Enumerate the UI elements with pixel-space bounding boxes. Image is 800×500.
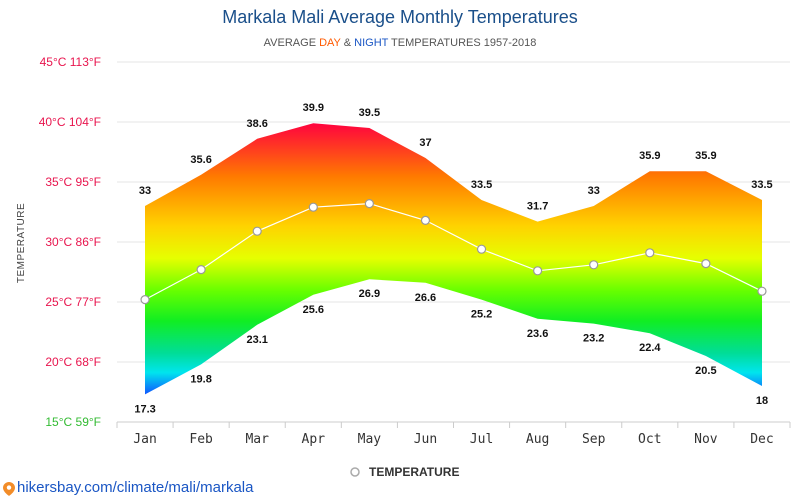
- x-tick-label: Apr: [302, 432, 326, 447]
- day-value-label: 31.7: [527, 201, 548, 213]
- legend[interactable]: TEMPERATURE: [350, 465, 459, 479]
- average-temperature-line: [144, 202, 763, 301]
- average-temperature-point: [645, 248, 655, 258]
- day-value-label: 33: [588, 185, 600, 197]
- y-tick-label: 25°C 77°F: [45, 295, 101, 309]
- average-temperature-point: [757, 286, 767, 296]
- average-temperature-point: [364, 199, 374, 209]
- subtitle-night: NIGHT: [354, 37, 389, 49]
- subtitle-suffix: TEMPERATURES 1957-2018: [388, 37, 536, 49]
- day-value-label: 37: [419, 137, 431, 149]
- x-axis: Jan Feb Mar Apr May Jun Jul Aug Sep Oct Nov Dec: [116, 422, 791, 447]
- y-axis-label: TEMPERATURE: [16, 203, 27, 283]
- x-tick-label: Aug: [526, 432, 549, 447]
- source-link[interactable]: hikersbay.com/climate/mali/markala: [17, 479, 254, 496]
- average-temperature-point: [589, 260, 599, 270]
- x-tick-label: Jan: [133, 432, 156, 447]
- x-tick-label: May: [358, 432, 382, 447]
- night-value-label: 23.6: [527, 328, 548, 340]
- x-tick-label: Sep: [582, 432, 606, 447]
- subtitle-amp: &: [341, 37, 354, 49]
- day-value-label: 35.9: [639, 150, 660, 162]
- y-tick-label: 35°C 95°F: [45, 175, 101, 189]
- y-tick-label: 45°C 113°F: [40, 55, 101, 69]
- y-axis: 15°C 59°F 20°C 68°F 25°C 77°F 30°C 86°F 35°C…: [39, 55, 101, 429]
- chart-title: Markala Mali Average Monthly Temperature…: [222, 7, 578, 27]
- legend-marker: [350, 467, 360, 477]
- average-temperature-point: [420, 215, 431, 225]
- x-tick-label: Mar: [245, 432, 269, 447]
- x-tick-label: Feb: [189, 432, 213, 447]
- temperature-band: [145, 123, 762, 395]
- day-value-label: 35.6: [190, 154, 211, 166]
- x-tick-label: Nov: [694, 432, 718, 447]
- night-value-label: 23.2: [583, 333, 604, 345]
- night-value-label: 18: [756, 395, 768, 407]
- subtitle-day: DAY: [319, 37, 341, 49]
- night-value-label: 19.8: [190, 373, 211, 385]
- average-temperature-point: [308, 202, 318, 212]
- night-value-label: 26.6: [415, 292, 436, 304]
- location-pin-icon: [3, 482, 15, 496]
- day-value-label: 39.9: [303, 102, 324, 114]
- legend-label: TEMPERATURE: [369, 465, 459, 479]
- day-value-label: 33.5: [751, 179, 772, 191]
- average-temperature-point: [196, 265, 206, 275]
- y-tick-label: 40°C 104°F: [39, 115, 101, 129]
- x-tick-label: Oct: [638, 432, 661, 447]
- night-value-label: 17.3: [134, 403, 155, 415]
- average-temperature-point: [701, 259, 711, 269]
- average-temperature-point: [533, 266, 543, 276]
- day-value-label: 33: [139, 185, 151, 197]
- x-tick-label: Jun: [414, 432, 437, 447]
- subtitle-prefix: AVERAGE: [264, 37, 319, 49]
- average-temperature-point: [140, 295, 150, 305]
- temperature-range-area: [145, 123, 762, 395]
- night-value-label: 25.2: [471, 309, 492, 321]
- night-value-label: 26.9: [359, 288, 380, 300]
- day-value-label: 38.6: [246, 118, 267, 130]
- average-temperature-point: [252, 226, 262, 236]
- night-value-label: 23.1: [246, 334, 267, 346]
- night-value-label: 22.4: [639, 342, 661, 354]
- chart-subtitle: AVERAGE DAY & NIGHT TEMPERATURES 1957-20…: [264, 37, 537, 49]
- data-labels: 33 35.6 38.6 39.9 39.5 37 33.5 31.7 33 35.9 35.9 33…: [134, 102, 772, 415]
- day-value-label: 35.9: [695, 150, 716, 162]
- y-tick-label: 20°C 68°F: [45, 355, 101, 369]
- average-temperature-point: [476, 244, 487, 254]
- x-tick-label: Dec: [750, 432, 773, 447]
- day-value-label: 39.5: [359, 107, 380, 119]
- x-tick-label: Jul: [470, 432, 493, 447]
- night-value-label: 20.5: [695, 365, 716, 377]
- average-line: [140, 199, 767, 305]
- y-tick-label: 30°C 86°F: [45, 235, 101, 249]
- night-value-label: 25.6: [303, 304, 324, 316]
- y-tick-label: 15°C 59°F: [45, 415, 101, 429]
- day-value-label: 33.5: [471, 179, 492, 191]
